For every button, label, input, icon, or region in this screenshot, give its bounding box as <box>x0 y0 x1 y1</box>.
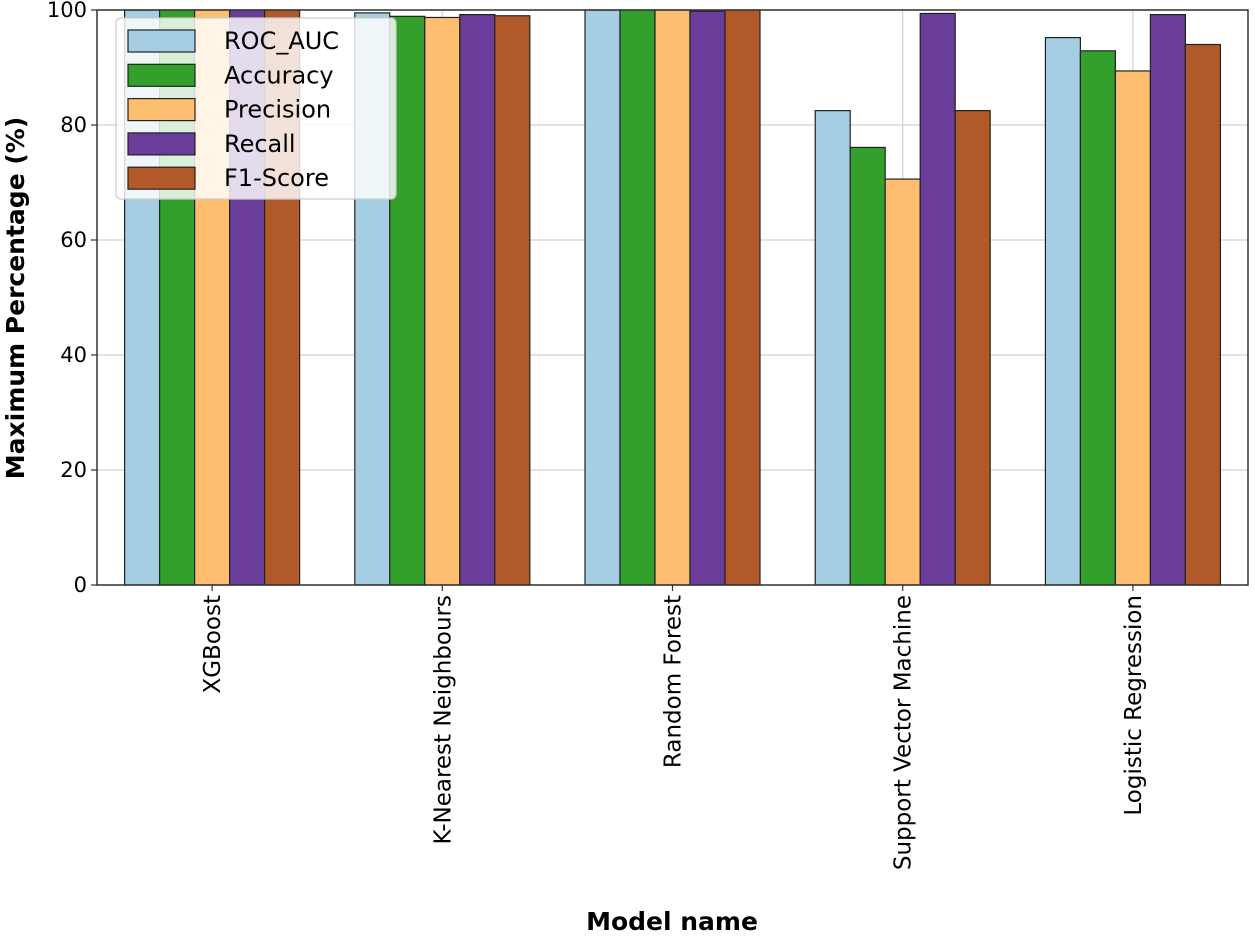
legend-swatch <box>127 63 196 87</box>
legend: ROC_AUC Accuracy Precision Recall F1-Score <box>115 17 397 200</box>
y-tick-label: 100 <box>47 0 87 22</box>
bar-recall-4 <box>1149 14 1187 586</box>
bar-precision-3 <box>884 178 921 586</box>
bar-precision-1 <box>424 16 461 586</box>
x-tick-label: XGBoost <box>200 595 226 694</box>
legend-swatch <box>127 97 196 122</box>
bar-precision-4 <box>1114 70 1152 586</box>
legend-swatch <box>127 132 196 156</box>
legend-label: Precision <box>224 96 331 124</box>
bar-recall-2 <box>689 10 726 586</box>
legend-label: Recall <box>224 130 296 158</box>
bar-f1-score-2 <box>724 9 761 586</box>
bar-accuracy-3 <box>849 146 886 586</box>
bar-roc-auc-2 <box>584 9 621 586</box>
bar-f1-score-3 <box>954 110 991 586</box>
legend-swatch <box>127 29 196 53</box>
legend-swatch <box>127 166 196 190</box>
bar-roc-auc-3 <box>814 110 851 586</box>
legend-label: Accuracy <box>224 61 334 89</box>
bar-recall-1 <box>459 14 496 586</box>
x-tick-label: Support Vector Machine <box>891 595 917 870</box>
bar-accuracy-4 <box>1079 50 1117 586</box>
legend-label: F1-Score <box>224 164 329 192</box>
y-axis-ticks: 0 20 40 60 80 100 <box>47 0 97 597</box>
y-tick-label: 80 <box>60 113 87 137</box>
bar-f1-score-4 <box>1184 43 1222 586</box>
bar-f1-score-1 <box>494 15 531 586</box>
bar-recall-3 <box>919 12 956 586</box>
bar-roc-auc-4 <box>1044 36 1082 586</box>
x-tick-label: K-Nearest Neighbours <box>430 595 456 844</box>
y-tick-label: 60 <box>60 228 87 252</box>
x-axis-ticks: XGBoost K-Nearest Neighbours Random Forest… <box>200 585 1147 870</box>
x-axis-title: Model name <box>586 907 758 936</box>
x-tick-label: Logistic Regression <box>1121 595 1147 816</box>
bar-precision-2 <box>654 9 691 586</box>
y-tick-label: 20 <box>60 458 87 482</box>
y-axis-title: Maximum Percentage (%) <box>1 117 30 480</box>
y-tick-label: 40 <box>60 343 87 367</box>
bar-accuracy-2 <box>619 9 656 586</box>
x-tick-label: Random Forest <box>661 595 687 768</box>
y-tick-label: 0 <box>74 573 87 597</box>
legend-label: ROC_AUC <box>224 27 339 55</box>
